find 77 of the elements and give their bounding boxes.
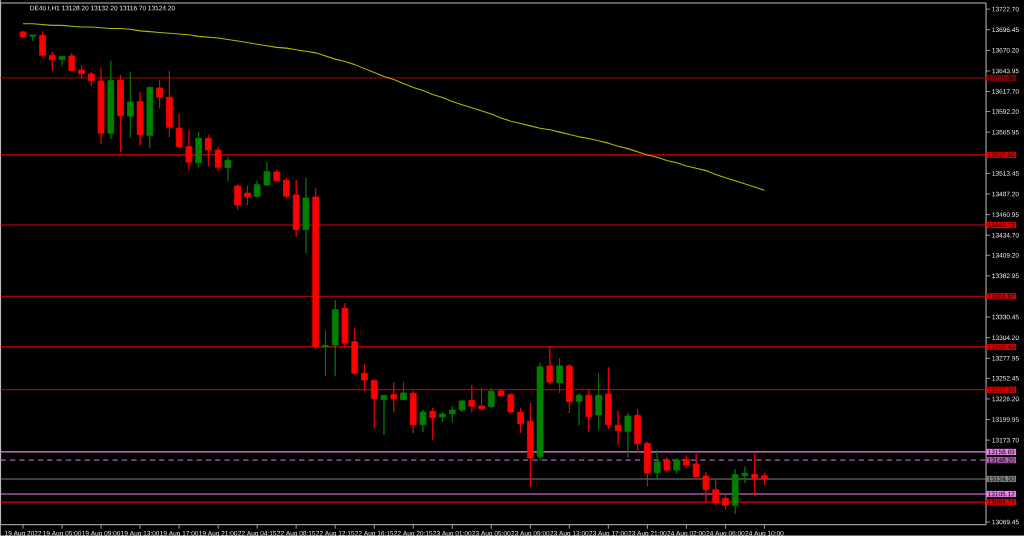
candlestick	[331, 299, 339, 377]
candlestick	[146, 86, 154, 149]
candlestick	[663, 456, 671, 473]
candlestick	[58, 56, 66, 67]
candlestick	[322, 330, 329, 377]
candlestick	[741, 465, 749, 484]
candlestick	[244, 185, 251, 206]
candlestick	[673, 457, 680, 475]
candlestick	[292, 179, 300, 237]
candlestick	[644, 441, 651, 487]
candlestick	[195, 131, 202, 169]
candlestick	[429, 407, 437, 441]
candlestick	[370, 379, 378, 429]
candlestick	[253, 180, 261, 199]
candlestick	[48, 51, 56, 72]
candlestick	[722, 492, 729, 511]
candlestick	[234, 184, 241, 211]
candlestick	[302, 177, 310, 254]
candlestick	[761, 472, 768, 486]
candlestick	[68, 52, 76, 73]
candlestick	[478, 387, 485, 411]
candlestick	[273, 169, 280, 183]
candlestick	[166, 70, 173, 138]
candlestick	[341, 302, 349, 348]
candlestick	[400, 381, 407, 401]
candlestick	[205, 134, 212, 167]
candlestick	[39, 30, 46, 58]
candlestick	[19, 30, 27, 39]
candlestick	[156, 79, 163, 109]
candlestick	[575, 392, 583, 426]
candlestick	[585, 388, 593, 433]
candlestick	[566, 363, 573, 414]
candlestick	[351, 327, 359, 376]
candlestick	[624, 412, 632, 459]
candlestick	[361, 363, 368, 392]
candlestick	[439, 411, 446, 423]
candlestick	[390, 381, 398, 413]
candlestick	[448, 405, 456, 423]
candlestick	[605, 366, 612, 430]
candlestick	[634, 408, 641, 454]
candlestick	[536, 362, 544, 461]
candlestick	[97, 67, 105, 145]
candlestick	[312, 187, 320, 351]
candlestick	[731, 468, 739, 515]
candlestick	[692, 453, 700, 479]
candlestick	[419, 409, 427, 433]
candlestick	[683, 454, 690, 469]
candlestick	[283, 177, 290, 199]
candlestick	[702, 471, 710, 504]
candlestick	[136, 91, 144, 146]
candlestick	[185, 129, 193, 171]
candlestick	[526, 402, 534, 488]
candlestick	[546, 345, 554, 386]
candlestick	[507, 392, 515, 415]
candlestick	[380, 394, 388, 436]
candlestick	[487, 387, 495, 409]
candlestick	[29, 34, 37, 42]
candlestick	[497, 388, 505, 397]
candlestick	[653, 449, 661, 481]
candlestick	[214, 146, 222, 172]
candlestick	[224, 156, 232, 182]
candlestick	[595, 372, 602, 431]
candlestick	[117, 74, 124, 153]
candlestick	[458, 399, 466, 413]
candlestick	[127, 71, 134, 139]
candlestick	[614, 410, 622, 446]
candlestick	[517, 408, 524, 434]
candlestick	[107, 60, 115, 140]
candlestick	[409, 390, 417, 434]
candlestick	[78, 64, 85, 80]
candlestick	[468, 384, 476, 413]
candlestick	[556, 357, 563, 394]
candlestick	[751, 453, 759, 496]
candlestick	[712, 480, 719, 507]
candlestick	[88, 71, 95, 87]
candlestick	[263, 161, 271, 187]
candlestick	[175, 113, 183, 149]
